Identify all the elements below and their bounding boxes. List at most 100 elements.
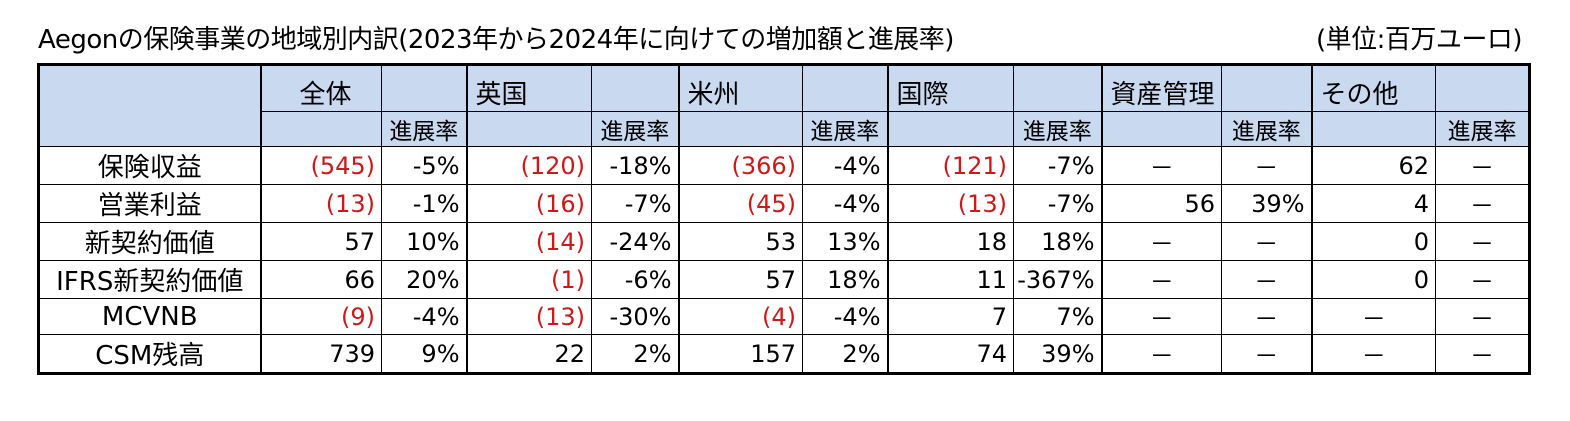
value-cell: － <box>1100 260 1222 299</box>
value-cell: 66 <box>259 260 382 299</box>
value-cell: (120) <box>465 146 592 185</box>
progress-cell: 9% <box>381 334 467 374</box>
progress-cell: -7% <box>591 184 679 223</box>
col-header-international: 国際 <box>886 64 1014 112</box>
table-row: MCVNB (9) -4% (13) -30% (4) -4% 7 7% －－－－ <box>38 298 1530 335</box>
value-cell: (13) <box>465 298 592 335</box>
col-header-uk: 英国 <box>465 64 592 112</box>
header-row: 全体 英国 米州 国際 資産管理 その他 <box>38 64 1530 112</box>
sub-header-progress: 進展率 <box>381 111 467 147</box>
progress-cell: 2% <box>802 334 888 374</box>
value-cell: － <box>1100 146 1222 185</box>
row-label: CSM残高 <box>38 334 261 374</box>
progress-cell: － <box>1435 260 1530 299</box>
col-header-continuation <box>259 111 382 147</box>
value-cell: － <box>1100 334 1222 374</box>
row-label: 新契約価値 <box>38 222 261 261</box>
progress-cell: － <box>1221 222 1312 261</box>
progress-cell: -1% <box>381 184 467 223</box>
progress-cell: 18% <box>1013 222 1102 261</box>
progress-cell: － <box>1435 146 1530 185</box>
progress-cell: -30% <box>591 298 679 335</box>
progress-cell: － <box>1435 298 1530 335</box>
value-cell: 56 <box>1100 184 1222 223</box>
value-cell: 53 <box>677 222 803 261</box>
progress-cell: -24% <box>591 222 679 261</box>
value-cell: (545) <box>259 146 382 185</box>
table-title: Aegonの保険事業の地域別内訳(2023年から2024年に向けての増加額と進展… <box>38 25 954 55</box>
col-header-all: 全体 <box>259 64 382 112</box>
value-cell: － <box>1310 334 1436 374</box>
value-cell: 11 <box>886 260 1014 299</box>
col-header-gap <box>1221 64 1312 112</box>
progress-cell: － <box>1221 146 1312 185</box>
value-cell: (45) <box>677 184 803 223</box>
value-cell: 0 <box>1310 260 1436 299</box>
unit-label: (単位:百万ユーロ) <box>1315 25 1523 55</box>
col-header-gap <box>1435 64 1530 112</box>
value-cell: － <box>1310 298 1436 335</box>
table-row: 営業利益 (13) -1% (16) -7% (45) -4% (13) -7% 56 39% 4 － <box>38 184 1530 223</box>
corner-cell <box>38 64 261 112</box>
col-header-gap <box>381 64 467 112</box>
value-cell: 57 <box>259 222 382 261</box>
progress-cell: -18% <box>591 146 679 185</box>
progress-cell: － <box>1221 298 1312 335</box>
col-header-continuation <box>465 111 592 147</box>
col-header-continuation <box>677 111 803 147</box>
value-cell: (4) <box>677 298 803 335</box>
value-cell: 739 <box>259 334 382 374</box>
value-cell: (366) <box>677 146 803 185</box>
sub-header-progress: 進展率 <box>1013 111 1102 147</box>
table-row: 新契約価値 57 10% (14) -24% 53 13% 18 18% －－ 0 － <box>38 222 1530 261</box>
col-header-gap <box>1013 64 1102 112</box>
progress-cell: － <box>1435 184 1530 223</box>
col-header-other: その他 <box>1310 64 1436 112</box>
value-cell: 0 <box>1310 222 1436 261</box>
value-cell: － <box>1100 298 1222 335</box>
progress-cell: -7% <box>1013 146 1102 185</box>
progress-cell: 39% <box>1013 334 1102 374</box>
progress-cell: － <box>1435 334 1530 374</box>
progress-cell: 13% <box>802 222 888 261</box>
value-cell: 22 <box>465 334 592 374</box>
table-row: 保険収益 (545) -5% (120) -18% (366) -4% (121) -7% －－ 6… <box>38 146 1530 185</box>
progress-cell: -7% <box>1013 184 1102 223</box>
col-header-continuation <box>886 111 1014 147</box>
progress-cell: -4% <box>802 298 888 335</box>
col-header-asset-management: 資産管理 <box>1100 64 1222 112</box>
sub-header-progress: 進展率 <box>1221 111 1312 147</box>
progress-cell: 39% <box>1221 184 1312 223</box>
sub-header-progress: 進展率 <box>591 111 679 147</box>
col-header-americas: 米州 <box>677 64 803 112</box>
col-header-gap <box>591 64 679 112</box>
value-cell: － <box>1100 222 1222 261</box>
progress-cell: 10% <box>381 222 467 261</box>
value-cell: 57 <box>677 260 803 299</box>
row-label: IFRS新契約価値 <box>38 260 261 299</box>
sub-header-progress: 進展率 <box>1435 111 1530 147</box>
value-cell: 18 <box>886 222 1014 261</box>
subheader-row: 進展率 進展率 進展率 進展率 進展率 進展率 <box>38 111 1530 147</box>
value-cell: (9) <box>259 298 382 335</box>
value-cell: (16) <box>465 184 592 223</box>
value-cell: (1) <box>465 260 592 299</box>
col-header-continuation <box>1100 111 1222 147</box>
value-cell: (13) <box>259 184 382 223</box>
value-cell: (14) <box>465 222 592 261</box>
progress-cell: － <box>1221 334 1312 374</box>
col-header-gap <box>802 64 888 112</box>
progress-cell: 20% <box>381 260 467 299</box>
progress-cell: -367% <box>1013 260 1102 299</box>
sub-header-progress: 進展率 <box>802 111 888 147</box>
row-label: 保険収益 <box>38 146 261 185</box>
col-header-continuation <box>1310 111 1436 147</box>
progress-cell: 7% <box>1013 298 1102 335</box>
corner-cell <box>38 111 261 147</box>
progress-cell: － <box>1435 222 1530 261</box>
value-cell: (121) <box>886 146 1014 185</box>
table-row: CSM残高 739 9% 22 2% 157 2% 74 39% －－－－ <box>38 334 1530 374</box>
value-cell: 74 <box>886 334 1014 374</box>
value-cell: 62 <box>1310 146 1436 185</box>
data-table: 全体 英国 米州 国際 資産管理 その他 進展率 進展率 進展率 進展率 進展率 進展率 … <box>37 63 1531 375</box>
